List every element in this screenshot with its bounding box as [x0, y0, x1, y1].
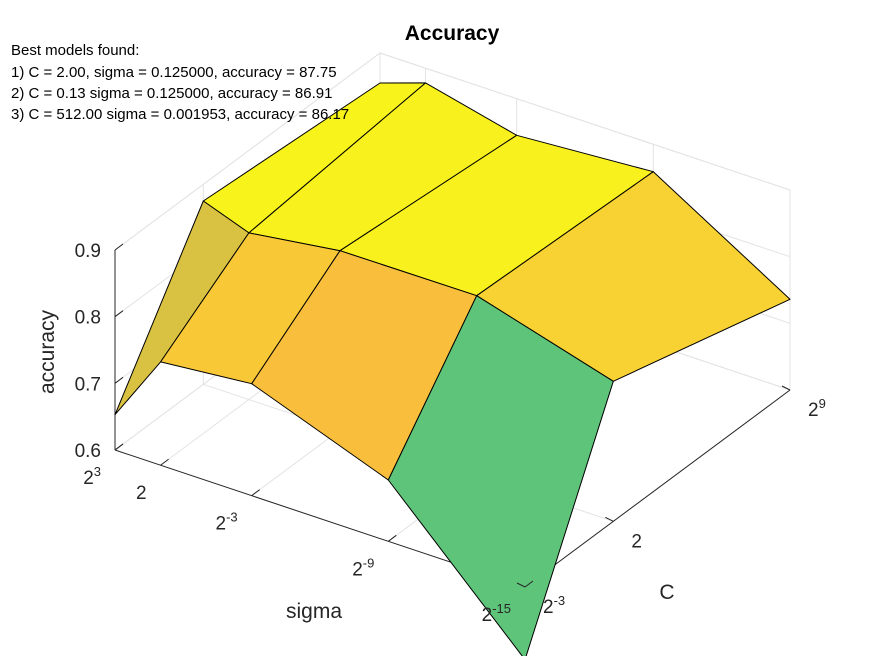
- z-tick-1: 0.7: [75, 374, 101, 395]
- z-axis-label: accuracy: [36, 309, 59, 394]
- c-tick-2: 29: [808, 396, 826, 421]
- sigma-tick-4: 2-15: [482, 601, 511, 626]
- sigma-tick-mark-2: [251, 489, 260, 497]
- sigma-tick-0: 23: [83, 464, 101, 489]
- z-tick-mark-1: [114, 376, 124, 384]
- z-tick-0: 0.6: [75, 441, 101, 462]
- z-tick-mark-3: [114, 243, 124, 251]
- sigma-tick-1: 2: [136, 483, 147, 504]
- sigma-tick-3: 2-9: [352, 555, 374, 580]
- z-tick-2: 0.8: [75, 308, 101, 329]
- chart-title: Accuracy: [405, 22, 500, 45]
- annotation-line-3: 3) C = 512.00 sigma = 0.001953, accuracy…: [11, 106, 349, 123]
- y-axis-label: C: [659, 581, 674, 604]
- z-tick-mark-0: [114, 443, 124, 451]
- annotation-heading: Best models found:: [11, 42, 139, 59]
- c-tick-1: 2: [631, 531, 642, 552]
- tick-labels: 23 2 2-3 2-9 2-15 2-3 2 29 0.6 0.7 0.8 0.9: [75, 241, 826, 626]
- sigma-tick-mark-1: [160, 458, 169, 466]
- c-tick-0: 2-3: [543, 593, 565, 618]
- best-models-annotation: Best models found: 1) C = 2.00, sigma = …: [11, 42, 349, 123]
- sigma-tick-2: 2-3: [216, 510, 238, 535]
- c-tick-mark-1: [605, 516, 614, 522]
- z-tick-3: 0.9: [75, 241, 101, 262]
- c-tick-mark-2: [781, 385, 791, 391]
- box-top-edge: [114, 52, 791, 251]
- sigma-tick-mark-4: [524, 580, 534, 588]
- annotation-line-1: 1) C = 2.00, sigma = 0.125000, accuracy …: [11, 64, 337, 81]
- c-axis-line: [524, 389, 791, 588]
- x-axis-label: sigma: [286, 600, 342, 623]
- surface: [114, 82, 791, 656]
- c-tick-mark-0: [516, 582, 526, 588]
- surface-face-0-3: [387, 295, 614, 656]
- z-tick-mark-2: [114, 310, 124, 318]
- sigma-tick-mark-3: [388, 534, 397, 542]
- annotation-line-2: 2) C = 0.13 sigma = 0.125000, accuracy =…: [11, 85, 332, 102]
